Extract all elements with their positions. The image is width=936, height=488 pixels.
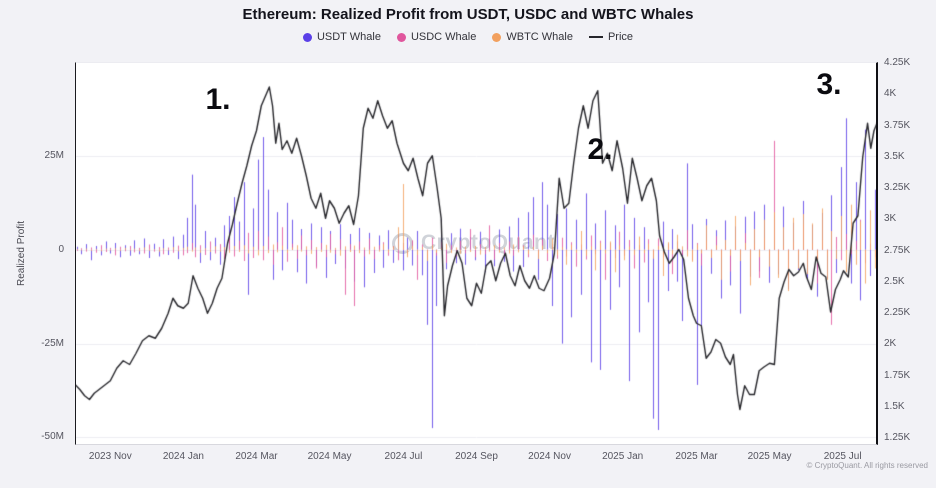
- x-tick-2025-may: 2025 May: [747, 451, 792, 462]
- x-tick-2024-mar: 2024 Mar: [235, 451, 278, 462]
- y-axis-right: 4.25K 4K 3.75K 3.5K 3.25K 3K 2.75K 2.5K 2.25K 2K 1…: [884, 57, 934, 445]
- y-tick-right-1-5k: 1.5K: [884, 400, 905, 412]
- legend-item-wbtc-whale[interactable]: WBTC Whale: [492, 31, 573, 43]
- y-tick-right-2-25k: 2.25K: [884, 307, 911, 318]
- y-tick-left-50m: -50M: [41, 431, 64, 443]
- price-line-icon: [588, 36, 603, 38]
- x-tick-2024-jul: 2024 Jul: [384, 451, 423, 462]
- x-tick-2024-may: 2024 May: [307, 451, 352, 462]
- y-tick-right-3k: 3K: [884, 213, 897, 225]
- y-tick-right-4-25k: 4.25K: [884, 57, 911, 68]
- y-tick-right-4k: 4K: [884, 88, 897, 100]
- legend-item-usdc-whale[interactable]: USDC Whale: [396, 31, 477, 43]
- x-tick-2023-nov: 2023 Nov: [88, 451, 132, 462]
- y-tick-left-25m: 25M: [44, 149, 64, 161]
- x-tick-2024-sep: 2024 Sep: [455, 451, 498, 462]
- series-dot-icon: [396, 32, 406, 42]
- x-tick-2024-jan: 2024 Jan: [162, 451, 204, 462]
- copyright-text: © CryptoQuant. All rights reserved: [806, 461, 929, 470]
- y-tick-right-2-75k: 2.75K: [884, 244, 911, 256]
- y-tick-left-25m: -25M: [41, 337, 64, 349]
- x-tick-2025-mar: 2025 Mar: [675, 451, 718, 462]
- y-tick-right-2-5k: 2.5K: [884, 275, 905, 287]
- x-axis: 2023 Nov 2024 Jan 2024 Mar 2024 May 2024 Jul…: [75, 451, 878, 467]
- y-tick-left-0: 0: [58, 243, 64, 255]
- chart-title: Ethereum: Realized Profit from USDT, USD…: [242, 6, 694, 23]
- y-tick-right-3-5k: 3.5K: [884, 150, 905, 162]
- y-tick-right-3-75k: 3.75K: [884, 119, 911, 131]
- chart-canvas[interactable]: [75, 62, 878, 445]
- y-axis-left: 25M 0 -25M -50M: [0, 62, 70, 445]
- x-tick-2025-jan: 2025 Jan: [602, 451, 644, 462]
- series-dot-icon: [302, 32, 312, 42]
- y-tick-right-2k: 2K: [884, 338, 897, 350]
- x-tick-2024-nov: 2024 Nov: [528, 451, 571, 462]
- legend-label: USDT Whale: [316, 31, 381, 43]
- x-tick-2025-jul: 2025 Jul: [823, 451, 862, 462]
- legend-label: WBTC Whale: [506, 31, 573, 43]
- y-tick-right-3-25k: 3.25K: [884, 182, 911, 193]
- series-dot-icon: [492, 32, 502, 42]
- y-tick-right-1-75k: 1.75K: [884, 369, 911, 381]
- legend-label: USDC Whale: [410, 31, 477, 43]
- legend: USDT Whale USDC Whale WBTC Whale Price: [0, 31, 936, 43]
- y-tick-right-1-25k: 1.25K: [884, 432, 911, 443]
- legend-item-price[interactable]: Price: [588, 31, 634, 43]
- legend-item-usdt-whale[interactable]: USDT Whale: [302, 31, 381, 43]
- legend-label: Price: [607, 31, 634, 43]
